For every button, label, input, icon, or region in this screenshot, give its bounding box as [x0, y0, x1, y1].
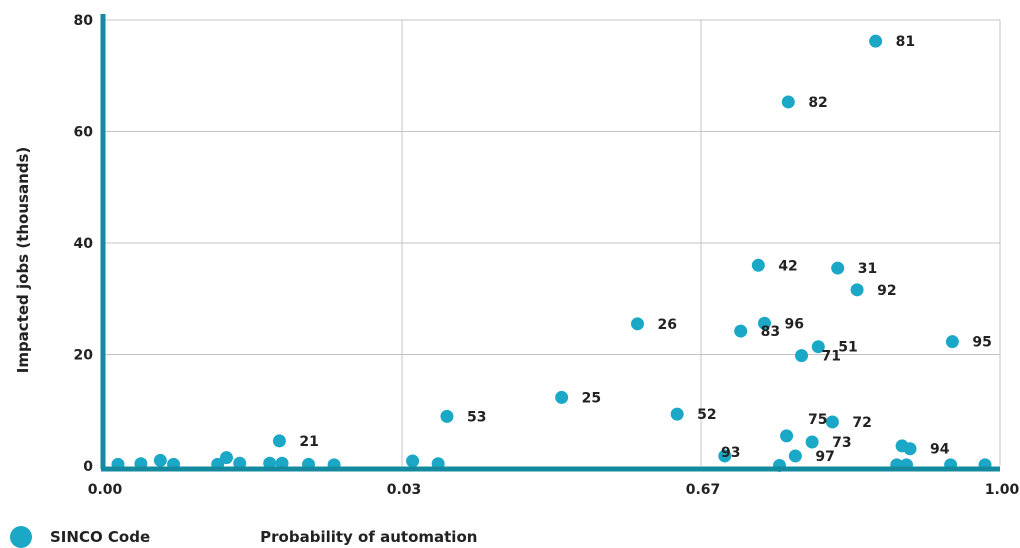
data-point — [831, 261, 845, 275]
data-point — [751, 258, 765, 272]
point-label: 83 — [761, 324, 780, 340]
point-label: 71 — [822, 349, 841, 365]
y-tick-label: 20 — [74, 348, 94, 364]
legend-label: SINCO Code — [50, 528, 151, 546]
data-point — [263, 456, 277, 470]
point-label: 53 — [467, 409, 486, 425]
y-tick-label: 80 — [74, 13, 94, 29]
data-point — [788, 449, 802, 463]
data-point — [406, 454, 420, 468]
x-axis-ticks: 0.00 0.03 0.67 1.00 — [88, 482, 1020, 498]
point-label: 52 — [697, 407, 716, 423]
data-point — [734, 324, 748, 338]
point-label: 72 — [852, 415, 871, 431]
point-label: 25 — [582, 390, 601, 406]
x-tick-label: 1.00 — [985, 482, 1020, 498]
y-tick-label: 60 — [74, 125, 94, 141]
data-point — [795, 349, 809, 363]
data-point — [630, 317, 644, 331]
y-tick-label: 0 — [83, 459, 93, 475]
data-point — [275, 456, 289, 470]
legend: SINCO Code Probability of automation — [10, 526, 477, 548]
point-label: 96 — [785, 316, 804, 332]
point-label: 95 — [972, 335, 991, 351]
data-point — [555, 390, 569, 404]
point-label: 81 — [896, 34, 915, 50]
axes — [100, 14, 1000, 472]
legend-marker — [10, 526, 32, 548]
point-label: 42 — [778, 258, 797, 274]
data-point — [440, 409, 454, 423]
point-label: 21 — [299, 434, 318, 450]
data-point — [670, 407, 684, 421]
y-axis-title: Impacted jobs (thousands) — [14, 147, 32, 374]
point-label: 92 — [877, 283, 896, 299]
data-point — [233, 456, 247, 470]
x-tick-label: 0.00 — [88, 482, 123, 498]
x-axis-title: Probability of automation — [260, 528, 478, 546]
y-tick-label: 40 — [74, 236, 94, 252]
point-label: 97 — [815, 449, 834, 465]
data-point — [780, 429, 794, 443]
data-point — [903, 442, 917, 456]
point-label: 94 — [930, 442, 950, 458]
data-point — [805, 435, 819, 449]
data-point — [869, 34, 883, 48]
data-point — [850, 283, 864, 297]
point-label: 51 — [838, 340, 857, 356]
data-point — [825, 415, 839, 429]
data-point — [945, 335, 959, 349]
grid — [103, 19, 1001, 466]
point-label: 82 — [808, 95, 827, 111]
data-point — [219, 451, 233, 465]
point-label: 93 — [721, 445, 740, 461]
point-label: 73 — [832, 435, 851, 451]
data-point — [272, 434, 286, 448]
data-point — [781, 95, 795, 109]
point-label: 26 — [657, 317, 676, 333]
data-point — [758, 316, 771, 330]
data-point — [718, 449, 732, 463]
data-points — [111, 34, 992, 472]
data-point — [153, 453, 167, 467]
y-axis-ticks: 0 20 40 60 80 — [74, 13, 94, 475]
point-label: 31 — [858, 261, 877, 277]
point-label: 75 — [808, 412, 827, 428]
data-point — [811, 340, 825, 354]
x-tick-label: 0.03 — [387, 482, 422, 498]
x-tick-label: 0.67 — [686, 482, 721, 498]
